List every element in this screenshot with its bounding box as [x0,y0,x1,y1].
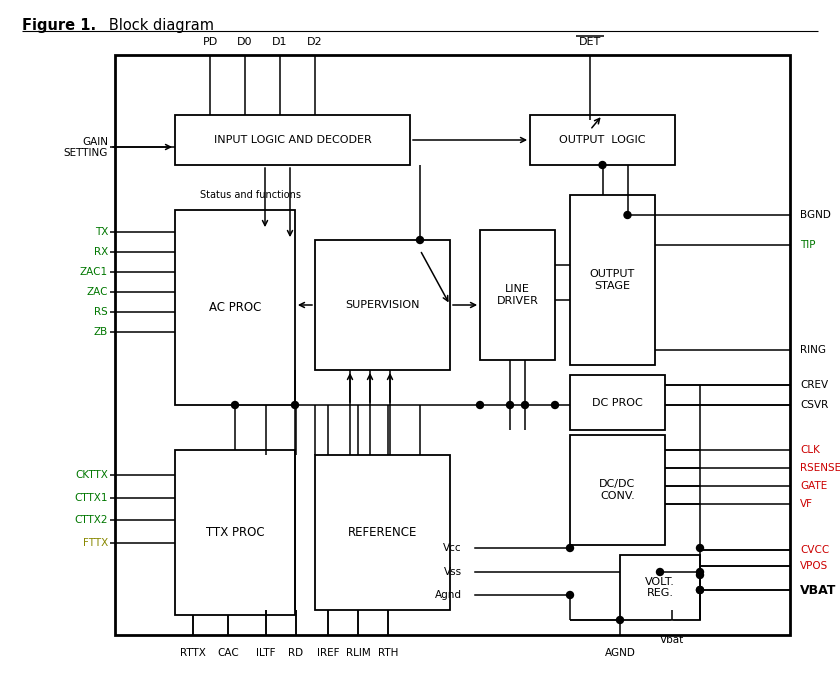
Circle shape [566,591,574,598]
Text: ZAC: ZAC [87,287,108,297]
Bar [480,230,555,360]
Text: CLK: CLK [800,445,820,455]
Circle shape [669,622,675,629]
Circle shape [696,544,704,551]
Text: D1: D1 [272,37,288,47]
Bar [315,240,450,370]
Text: D2: D2 [307,37,323,47]
Circle shape [417,237,423,244]
Text: OUTPUT
STAGE: OUTPUT STAGE [590,269,635,290]
Bar [530,115,675,165]
Circle shape [566,544,574,551]
Text: INPUT LOGIC AND DECODER: INPUT LOGIC AND DECODER [213,135,371,145]
Circle shape [696,586,704,593]
Text: RX: RX [94,247,108,257]
Text: VPOS: VPOS [800,561,828,571]
Circle shape [657,569,664,575]
Bar [175,115,410,165]
Text: RING: RING [800,345,826,355]
Text: Status and functions: Status and functions [200,190,301,200]
Circle shape [696,586,704,593]
Text: LINE
DRIVER: LINE DRIVER [496,284,538,306]
Text: RSENSE: RSENSE [800,463,840,473]
Circle shape [291,402,298,408]
Text: CSVR: CSVR [800,400,828,410]
Text: CTTX1: CTTX1 [75,493,108,503]
Circle shape [476,402,484,408]
Text: DC PROC: DC PROC [592,397,643,408]
Text: IREF: IREF [317,648,339,658]
Text: RLIM: RLIM [345,648,370,658]
Text: RTTX: RTTX [180,648,206,658]
Text: FTTX: FTTX [83,538,108,548]
Text: Vss: Vss [444,567,462,577]
Bar [315,455,450,610]
Text: GATE: GATE [800,481,827,491]
Text: CKTTX: CKTTX [75,470,108,480]
Text: TTX PROC: TTX PROC [206,526,265,539]
Text: VF: VF [800,499,813,509]
Bar [175,450,295,615]
Circle shape [696,571,704,578]
Circle shape [624,212,631,219]
Text: BGND: BGND [800,210,831,220]
Text: ILTF: ILTF [256,648,276,658]
Bar [570,375,665,430]
Text: AC PROC: AC PROC [209,301,261,314]
Text: GAIN: GAIN [82,137,108,147]
Text: CTTX2: CTTX2 [75,515,108,525]
Text: OUTPUT  LOGIC: OUTPUT LOGIC [559,135,646,145]
Text: D0: D0 [237,37,253,47]
Bar [115,55,790,635]
Circle shape [522,402,528,408]
Bar [620,555,700,620]
Text: SETTING: SETTING [64,148,108,158]
Circle shape [466,591,474,598]
Circle shape [696,569,704,575]
Circle shape [232,402,239,408]
Text: CVCC: CVCC [800,545,829,555]
Text: DET: DET [579,37,601,47]
Text: ZB: ZB [94,327,108,337]
Text: REFERENCE: REFERENCE [348,526,417,539]
Text: RS: RS [94,307,108,317]
Circle shape [466,544,474,551]
Circle shape [617,616,623,624]
Text: VOLT.
REG.: VOLT. REG. [645,577,675,598]
Text: CAC: CAC [217,648,239,658]
Circle shape [599,161,606,168]
Text: PD: PD [202,37,218,47]
Text: SUPERVISION: SUPERVISION [345,300,420,310]
Text: TIP: TIP [800,240,816,250]
Text: Figure 1.: Figure 1. [22,18,96,33]
Text: TX: TX [95,227,108,237]
Bar [570,435,665,545]
Text: ZAC1: ZAC1 [80,267,108,277]
Text: AGND: AGND [605,648,635,658]
Circle shape [466,569,474,575]
Text: VBAT: VBAT [800,584,837,596]
Text: DC/DC
CONV.: DC/DC CONV. [600,479,636,501]
Text: Agnd: Agnd [435,590,462,600]
Bar [570,195,655,365]
Text: RTH: RTH [378,648,398,658]
Text: Block diagram: Block diagram [95,18,214,33]
Circle shape [507,402,513,408]
Circle shape [552,402,559,408]
Text: CREV: CREV [800,380,828,390]
Text: Vcc: Vcc [444,543,462,553]
Text: RD: RD [288,648,303,658]
Bar [175,210,295,405]
Text: Vbat: Vbat [660,635,684,645]
